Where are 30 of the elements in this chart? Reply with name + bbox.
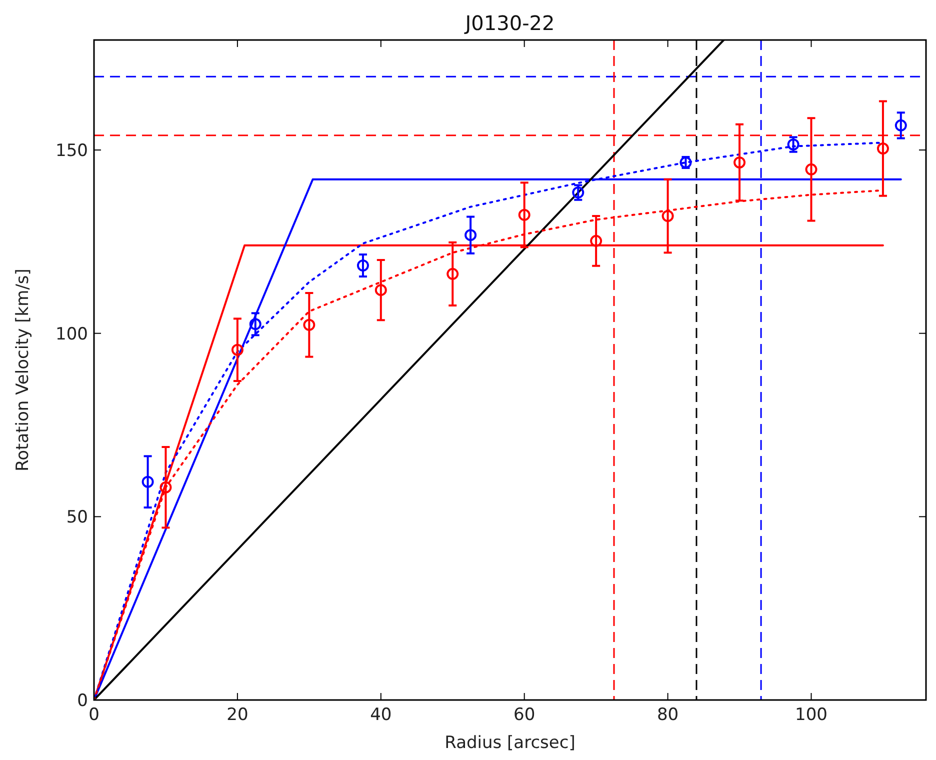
chart-title: J0130-22 (463, 11, 555, 35)
point (249, 318, 262, 330)
x-tick-label: 20 (226, 705, 248, 725)
y-tick-label: 50 (66, 508, 88, 528)
x-axis-title: Radius [arcsec] (444, 733, 576, 753)
point (518, 208, 530, 221)
point (231, 344, 244, 356)
point (805, 163, 818, 176)
point (662, 210, 674, 222)
point (894, 119, 907, 132)
y-axis-title: Rotation Velocity [km/s] (13, 268, 33, 472)
point (464, 229, 477, 242)
x-tick-label: 40 (370, 705, 392, 725)
point (142, 476, 154, 488)
point (787, 138, 800, 150)
point (303, 318, 316, 331)
y-tick-label: 0 (77, 690, 88, 711)
x-tick-label: 100 (795, 705, 828, 725)
point (572, 186, 584, 199)
point (356, 260, 369, 272)
y-tick-label: 150 (56, 140, 88, 161)
x-tick-label: 80 (656, 705, 679, 725)
point (446, 268, 459, 280)
x-tick-label: 60 (514, 705, 536, 725)
y-tick-label: 100 (56, 324, 88, 344)
point (876, 142, 889, 155)
point (160, 481, 172, 494)
point (734, 156, 746, 168)
point (374, 284, 387, 296)
point (590, 234, 602, 247)
